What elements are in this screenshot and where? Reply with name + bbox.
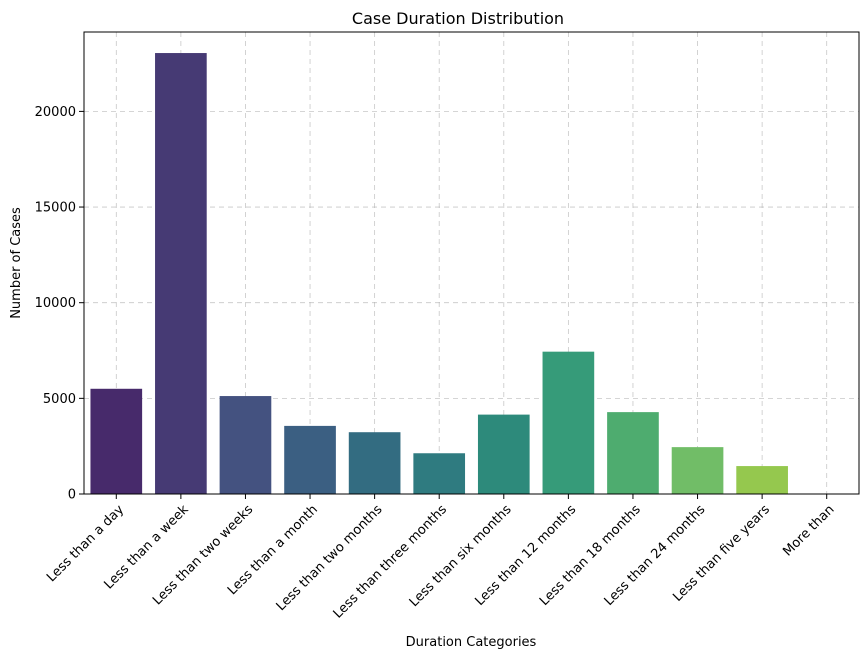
bar-7 [542, 351, 595, 494]
bar-10 [736, 466, 788, 494]
chart-title: Case Duration Distribution [352, 9, 564, 28]
x-tick-label-5: Less than three months [331, 502, 451, 622]
bar-8 [607, 412, 659, 494]
y-tick-label-1: 5000 [43, 392, 76, 407]
bars-layer [90, 53, 788, 494]
bar-1 [155, 53, 207, 494]
grid-layer [84, 32, 859, 495]
x-axis-label: Duration Categories [406, 635, 537, 650]
y-tick-label-4: 20000 [35, 105, 76, 120]
bar-4 [348, 432, 401, 494]
y-tick-label-0: 0 [68, 488, 76, 503]
bar-2 [219, 396, 272, 494]
y-tick-label-2: 10000 [35, 296, 76, 311]
plot-frame [83, 31, 860, 495]
x-tick-label-4: Less than two months [274, 502, 386, 614]
bar-9 [671, 447, 724, 494]
bar-0 [90, 388, 143, 494]
bar-3 [284, 425, 336, 494]
bar-6 [477, 414, 530, 494]
x-tick-label-11: More than [780, 502, 837, 559]
bar-5 [413, 453, 466, 494]
y-tick-label-3: 15000 [35, 201, 76, 216]
y-axis-label: Number of Cases [9, 207, 24, 319]
